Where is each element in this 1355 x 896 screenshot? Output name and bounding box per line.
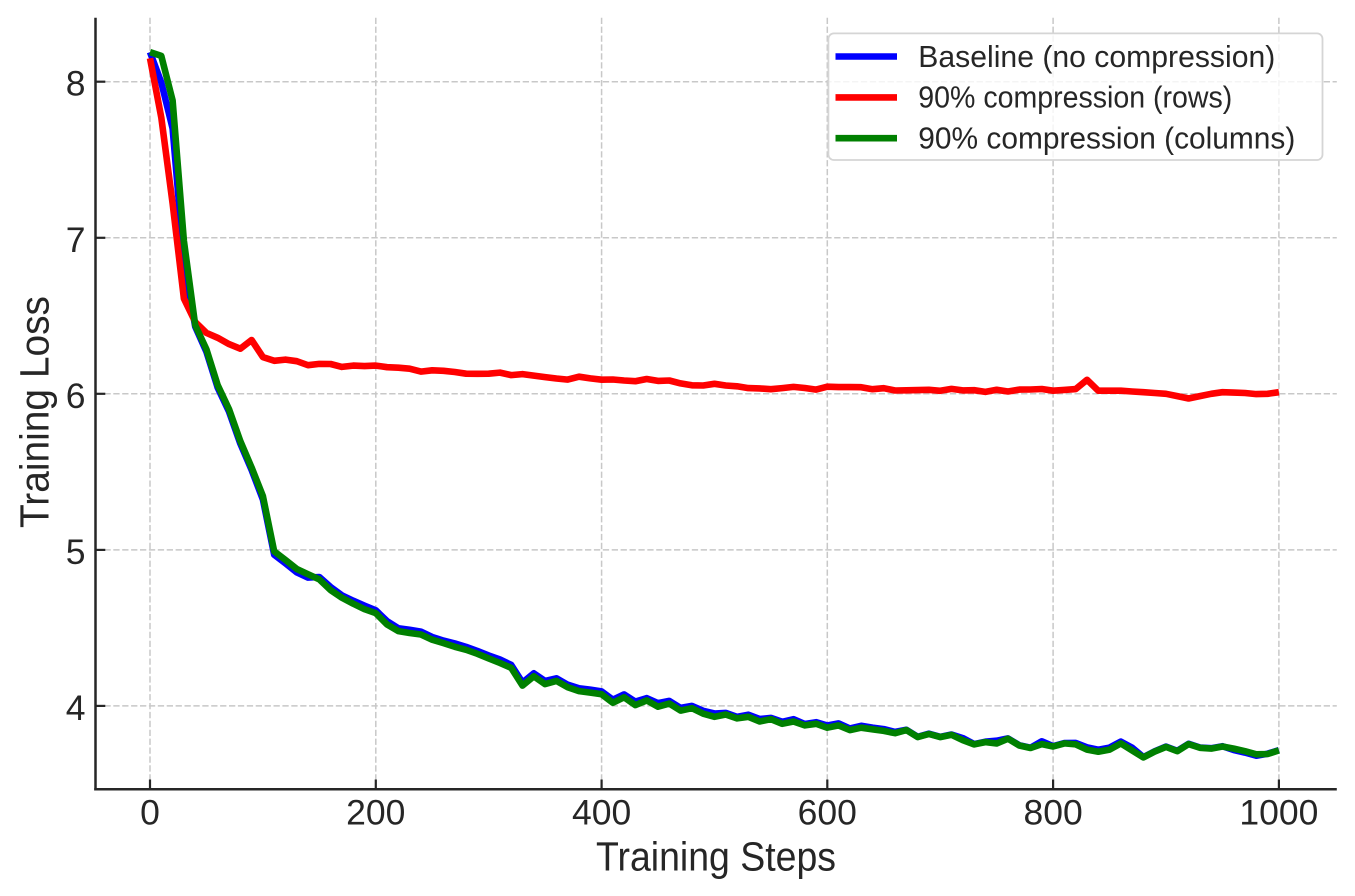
svg-text:90% compression (columns): 90% compression (columns) xyxy=(918,121,1295,156)
svg-text:90% compression (rows): 90% compression (rows) xyxy=(918,80,1232,115)
svg-text:4: 4 xyxy=(66,688,86,728)
svg-text:Training Steps: Training Steps xyxy=(596,834,836,880)
svg-text:6: 6 xyxy=(66,376,86,416)
svg-text:5: 5 xyxy=(66,532,86,572)
svg-text:Training Loss: Training Loss xyxy=(12,296,58,528)
svg-text:0: 0 xyxy=(140,793,160,833)
svg-text:1000: 1000 xyxy=(1239,793,1318,833)
svg-text:600: 600 xyxy=(798,793,857,833)
svg-text:800: 800 xyxy=(1023,793,1082,833)
svg-text:8: 8 xyxy=(66,64,86,104)
svg-text:400: 400 xyxy=(572,793,631,833)
svg-text:7: 7 xyxy=(66,220,86,260)
svg-text:Baseline (no compression): Baseline (no compression) xyxy=(918,39,1275,74)
svg-text:200: 200 xyxy=(346,793,405,833)
